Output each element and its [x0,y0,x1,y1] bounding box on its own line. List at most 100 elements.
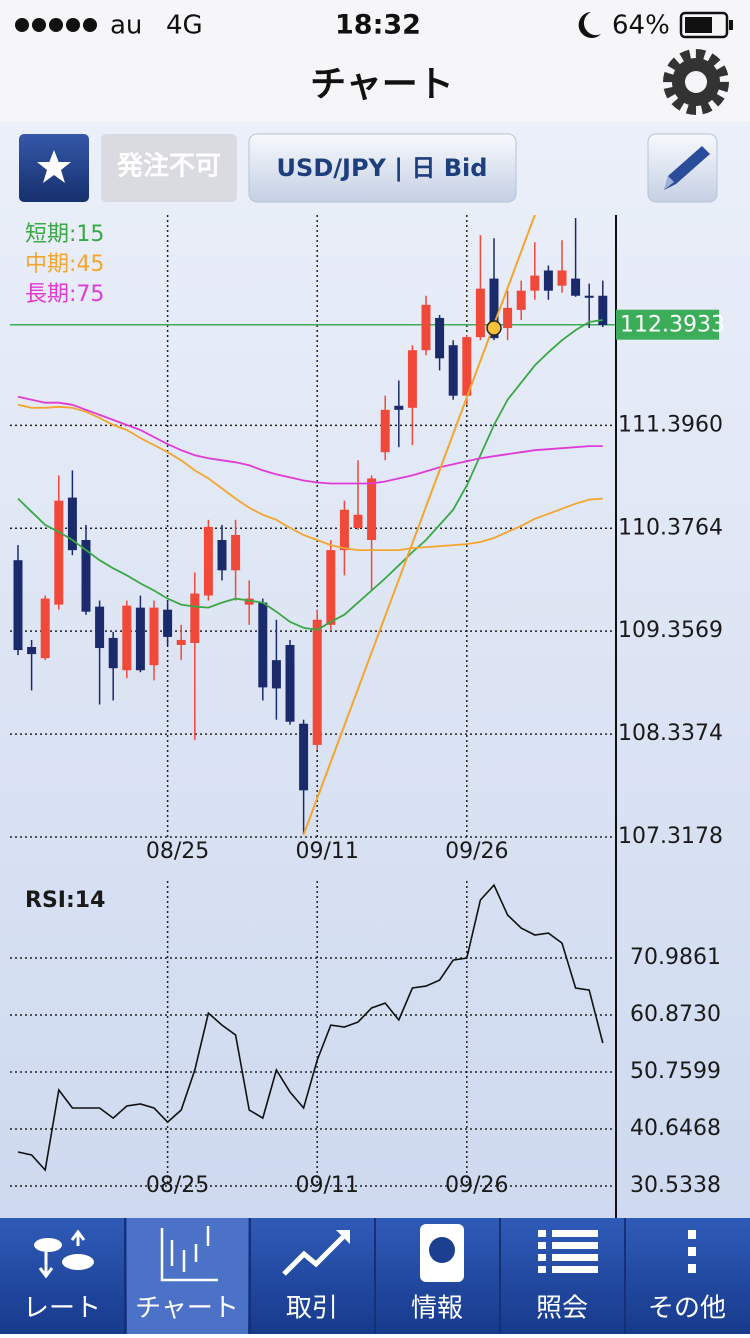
candle-body [163,609,173,637]
candle-body [231,534,241,571]
legend-label: 短期:15 [25,222,104,247]
candle-body [258,602,268,688]
x-tick-label: 09/26 [445,1173,508,1198]
candle-body [67,497,77,551]
last-price-label: 112.3933 [620,313,725,338]
tab-label: 照会 [536,1294,588,1324]
tab-label: レート [23,1294,101,1324]
candle-body [27,647,37,655]
candle-body [135,607,145,671]
candle-body [557,270,567,286]
candle-body [13,560,23,651]
candle-body [543,270,553,291]
candle-body [435,317,445,359]
candle-body [40,598,50,659]
charts: 111.3960 110.3764 109.3569 108.3374 107.3178… [10,215,725,1198]
rsi-line [17,883,604,1172]
candle-body [462,337,472,396]
candle-body [122,605,132,671]
tab-button[interactable]: 照会 [499,1218,598,1334]
tab-icon [538,1230,546,1237]
candle-body [584,295,594,298]
x-tick-label: 08/25 [146,1173,209,1198]
legend-label: 中期:45 [25,252,104,277]
candle-body [271,660,281,689]
tab-icon [538,1266,546,1273]
y-tick-label: 70.9861 [630,945,721,970]
candle-body [54,500,64,605]
tab-label: 情報 [411,1294,463,1324]
y-tick-label: 110.3764 [618,515,723,540]
candle-body [353,514,363,528]
candle-body [299,723,309,791]
y-tick-label: 40.6468 [630,1116,721,1141]
tab-icon [538,1242,546,1249]
tab-icon [160,1226,218,1282]
tab-button[interactable]: レート [23,1229,101,1324]
candle-body [244,598,254,605]
candle-body [503,307,513,329]
candle-body [149,607,159,666]
candle-body [203,526,213,596]
order-status-button: 発注不可 [101,134,237,202]
tab-icon [336,1230,350,1244]
candle-body [407,350,417,408]
network: 4G [166,11,203,41]
tab-button[interactable]: その他 [624,1218,726,1334]
y-tick-label: 108.3374 [618,721,723,746]
candle-body [312,619,322,745]
candle-body [571,278,581,296]
tab-icon [552,1254,598,1261]
moving-average-line [17,403,603,551]
battery-percent: 64% [612,11,670,41]
tab-icon [538,1254,546,1261]
favorite-button[interactable] [19,134,89,202]
trendline [302,215,536,836]
settings-button[interactable] [663,49,729,115]
candle-body [489,278,499,339]
candle-body [81,540,91,612]
moving-average-line [17,395,603,485]
y-tick-label: 109.3569 [618,618,723,643]
candle-body [475,288,485,338]
tab-icon [688,1247,696,1256]
x-tick-label: 08/25 [146,839,209,864]
candle-body [448,345,458,396]
tab-label: その他 [648,1294,726,1324]
tab-icon [552,1242,598,1249]
tab-icon [688,1230,696,1239]
signal-dots [15,18,97,32]
candle-body [285,644,295,722]
candle-body [217,540,227,571]
draw-tool-button[interactable] [647,133,718,203]
tab-icon [429,1237,455,1263]
tabs: レート チャート 取引 情報 照会 その他 [23,1218,726,1334]
y-tick-label: 50.7599 [630,1059,721,1084]
candle-body [598,295,608,326]
symbol: USD/JPY | 日 Bid [277,154,488,182]
header-background [0,0,750,122]
tab-icon [282,1232,348,1276]
moving-average-line [17,319,603,631]
tab-icon [552,1230,598,1237]
y-tick-label: 30.5338 [630,1173,721,1198]
candle-body [326,550,336,625]
carrier: au [110,11,142,41]
symbol-button[interactable]: USD/JPY | 日 Bid [248,133,517,203]
candle-body [367,478,377,541]
candle-body [176,639,186,645]
x-tick-label: 09/11 [295,1173,358,1198]
trend-marker [486,320,502,336]
candle-body [530,275,540,291]
tab-button[interactable]: 取引 [249,1218,350,1334]
order-status: 発注不可 [116,151,221,182]
candle-body [421,304,431,351]
candle-body [95,606,105,649]
tab-selected-bg [127,1218,248,1334]
legend-label: 長期:75 [25,282,104,307]
y-tick-label: 107.3178 [618,824,723,849]
clock: 18:32 [335,10,421,41]
tab-button[interactable]: チャート [124,1218,248,1334]
tab-button[interactable]: 情報 [374,1218,464,1334]
